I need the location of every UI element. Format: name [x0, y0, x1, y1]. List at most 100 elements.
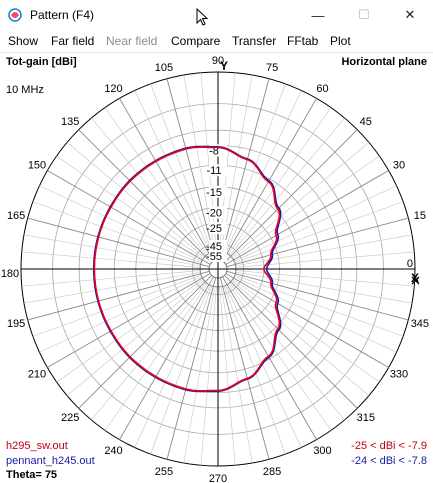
grid-spoke: [220, 74, 253, 252]
menu-bar: Show Far field Near field Compare Transf…: [0, 30, 433, 53]
frequency-label: 10 MHz: [6, 84, 44, 96]
grid-spoke: [56, 155, 204, 259]
x-axis-label: X: [411, 271, 420, 285]
grid-spoke: [235, 271, 413, 304]
grid-spoke: [226, 217, 409, 268]
grid-spoke: [225, 273, 389, 368]
angle-tick-label: 345: [411, 318, 429, 330]
grid-spoke: [228, 283, 332, 431]
grid-spoke: [66, 142, 205, 258]
grid-spoke: [32, 201, 202, 264]
grid-spoke: [224, 275, 358, 409]
radial-tick-label: -8: [209, 145, 219, 157]
radial-label-bg: [209, 240, 227, 252]
radial-label-bg: [209, 222, 227, 235]
radial-tick-label: -25: [206, 223, 222, 235]
grid-spoke: [119, 98, 214, 262]
angle-tick-label: 210: [28, 369, 46, 381]
grid-spoke: [66, 280, 205, 396]
grid-spoke: [232, 155, 380, 259]
grid-spoke: [104, 283, 208, 431]
grid-spoke: [235, 234, 413, 267]
grid-spoke: [150, 83, 213, 253]
x-axis-marker-icon: [411, 276, 420, 285]
angle-tick-label: 315: [357, 412, 375, 424]
angle-tick-label: 150: [28, 160, 46, 172]
grid-spoke: [234, 274, 404, 337]
grid-spoke: [231, 280, 370, 396]
grid-spoke: [78, 275, 212, 409]
grid-spoke: [222, 98, 317, 262]
grid-spoke: [134, 285, 211, 448]
grid-spoke: [91, 282, 207, 421]
series1-range: -25 < dBi < -7.9: [351, 440, 427, 452]
angle-tick-label: 105: [155, 62, 173, 74]
grid-spoke: [23, 271, 201, 304]
grid-spoke: [78, 129, 212, 263]
grid-spoke: [223, 285, 286, 455]
grid-spoke: [39, 185, 202, 262]
angle-tick-label: 255: [155, 466, 173, 478]
grid-spoke: [231, 142, 370, 258]
grid-spoke: [228, 107, 332, 255]
grid-spoke: [150, 285, 213, 455]
radial-tick-label: -15: [206, 187, 222, 199]
maximize-button[interactable]: ☐: [358, 7, 370, 22]
angle-tick-label: 90: [212, 55, 224, 67]
menu-near-field[interactable]: Near field: [106, 34, 158, 48]
grid-spoke: [234, 276, 397, 353]
radial-label-bg: [209, 164, 227, 177]
grid-spoke: [32, 274, 202, 337]
angle-tick-label: 285: [263, 466, 281, 478]
menu-far-field[interactable]: Far field: [51, 34, 95, 48]
y-axis-label: Y: [220, 59, 229, 73]
grid-spoke: [183, 74, 216, 252]
angle-tick-label: 60: [316, 83, 328, 95]
grid-spoke: [21, 270, 201, 287]
menu-plot[interactable]: Plot: [330, 34, 351, 48]
minimize-button[interactable]: —: [311, 7, 325, 23]
angle-tick-label: 240: [104, 445, 122, 457]
angle-tick-label: 330: [390, 369, 408, 381]
grid-spoke: [220, 286, 253, 464]
angle-tick-label: 45: [360, 116, 372, 128]
gain-label: Tot-gain [dBi]: [6, 56, 77, 68]
grid-spoke: [229, 117, 345, 256]
grid-spoke: [225, 285, 302, 448]
grid-spoke: [200, 72, 217, 252]
menu-compare[interactable]: Compare: [171, 34, 221, 48]
theta-label: Theta= 75: [6, 469, 58, 481]
grid-spoke: [219, 286, 236, 466]
radial-tick-label: -11: [206, 165, 221, 177]
grid-spoke: [222, 276, 317, 440]
grid-spoke: [232, 279, 380, 383]
angle-tick-label: 225: [61, 412, 79, 424]
menu-transfer[interactable]: Transfer: [232, 34, 277, 48]
radial-label-bg: [209, 206, 227, 219]
grid-spoke: [27, 270, 210, 321]
angle-tick-label: 120: [104, 83, 122, 95]
grid-spoke: [166, 277, 217, 460]
grid-spoke: [134, 90, 211, 253]
menu-fftab[interactable]: FFtab: [287, 34, 319, 48]
grid-spoke: [224, 129, 358, 263]
plane-label: Horizontal plane: [341, 56, 427, 68]
close-button[interactable]: ✕: [404, 7, 416, 22]
grid-spoke: [229, 282, 345, 421]
grid-spoke: [183, 286, 216, 464]
menu-show[interactable]: Show: [8, 34, 39, 48]
grid-spoke: [91, 117, 207, 256]
grid-spoke: [166, 78, 217, 261]
grid-spoke: [56, 279, 204, 383]
angle-tick-label: 135: [61, 116, 79, 128]
grid-spoke: [47, 273, 211, 368]
radial-tick-label: -55: [206, 251, 222, 263]
angle-tick-label: 75: [266, 62, 278, 74]
angle-tick-label: 270: [209, 473, 227, 483]
polar-chart: 0 15 30 45 60 75 90 105 120 135 150 165 180 195 210 225…: [1, 55, 429, 483]
grid-spoke: [47, 170, 211, 265]
series-trace-1: [93, 146, 281, 392]
grid-spoke: [104, 107, 208, 255]
grid-spoke: [39, 276, 202, 353]
angle-tick-label: 300: [313, 445, 331, 457]
